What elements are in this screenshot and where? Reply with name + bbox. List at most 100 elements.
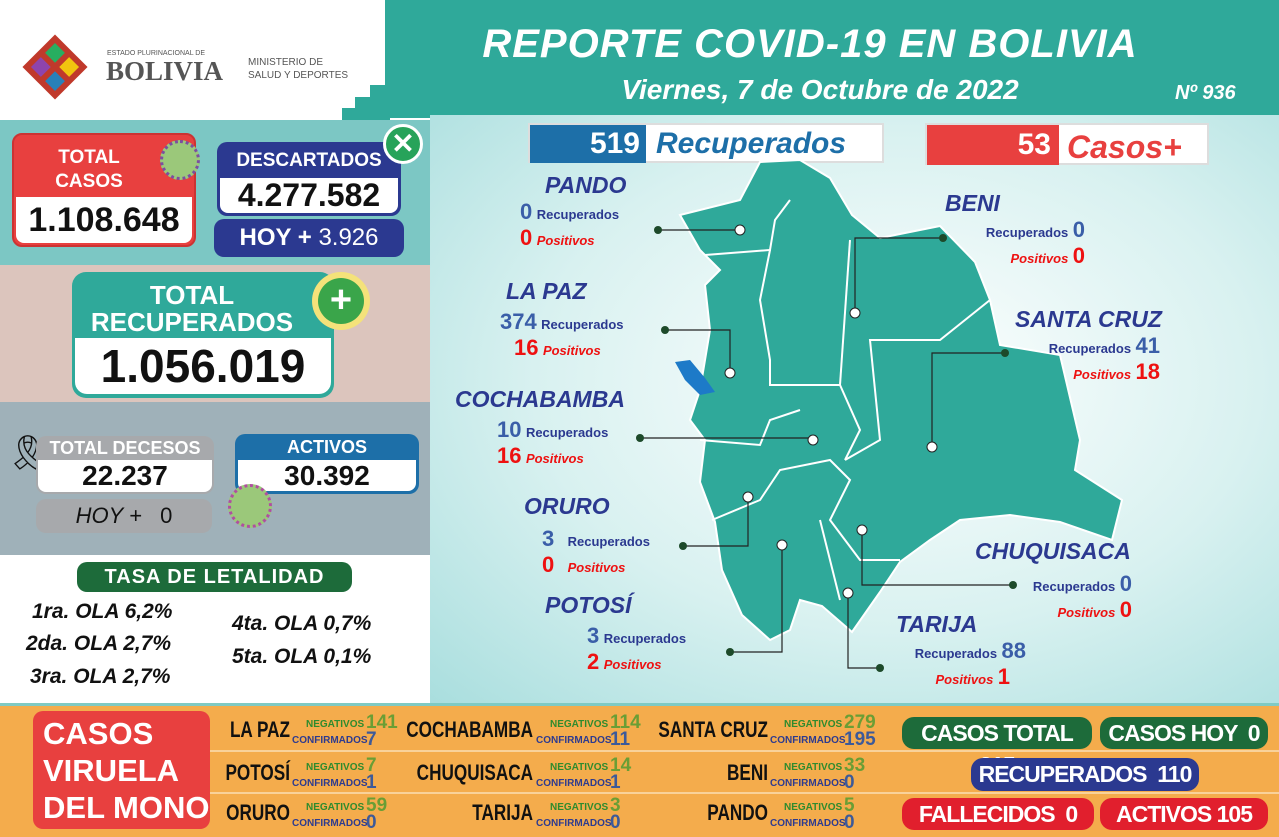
ola-1: 1ra. OLA 6,2% <box>32 600 173 623</box>
negativos-value: 33 <box>844 755 866 776</box>
region-potosi: POTOSÍ 3 Recuperados 2 Positivos <box>545 592 686 675</box>
confirmados-value: 1 <box>366 772 377 793</box>
viruela-title-1: CASOS <box>43 716 154 751</box>
viruela-region-name: PANDO <box>707 800 768 825</box>
confirmados-label: CONFIRMADOS <box>536 735 612 746</box>
positivos-label: Positivos <box>525 451 584 466</box>
activos-label: ACTIVOS <box>286 437 367 457</box>
ministry-line1: MINISTERIO DE <box>248 57 324 68</box>
confirmados-label: CONFIRMADOS <box>536 778 612 789</box>
region-la-paz: LA PAZ 374 Recuperados 16 Positivos <box>500 278 624 361</box>
viruela-region-name: TARIJA <box>472 800 533 825</box>
positivos-value: 16 <box>497 443 522 468</box>
region-name: LA PAZ <box>506 278 587 304</box>
decesos-card: TOTAL DECESOS 22.237 <box>36 436 214 494</box>
negativos-label: NEGATIVOS <box>550 762 609 773</box>
decesos-hoy: HOY + 0 <box>36 499 212 533</box>
total-recuperados-card: TOTAL RECUPERADOS 1.056.019 <box>72 272 334 398</box>
confirmados-value: 0 <box>844 772 855 793</box>
negativos-value: 7 <box>366 755 377 776</box>
negativos-label: NEGATIVOS <box>550 802 609 813</box>
divider <box>210 792 1279 794</box>
day-casos-value: 53 <box>927 125 1059 165</box>
negativos-value: 5 <box>844 795 855 816</box>
region-name: BENI <box>945 190 1000 216</box>
recuperados-label: Recuperados <box>541 317 624 332</box>
confirmados-label: CONFIRMADOS <box>292 818 368 829</box>
viruela-region-name: COCHABAMBA <box>406 717 533 742</box>
positivos-label: Positivos <box>1073 367 1132 382</box>
negativos-value: 141 <box>366 712 398 733</box>
total-casos-label: TOTAL <box>58 147 120 168</box>
region-name: CHUQUISACA <box>975 538 1131 564</box>
divider <box>210 750 1279 752</box>
descartados-hoy-label: HOY + <box>239 224 312 251</box>
decesos-hoy-label: HOY + <box>75 503 142 528</box>
positivos-value: 0 <box>520 225 533 250</box>
negativos-value: 279 <box>844 712 876 733</box>
casos-hoy-badge: CASOS HOY 0 <box>1100 717 1268 749</box>
recuperados-value: 41 <box>1135 333 1160 358</box>
activos-value: 30.392 <box>238 460 416 491</box>
recuperados-label: Recuperados <box>525 425 609 440</box>
lake-titicaca <box>675 360 715 395</box>
positivos-value: 2 <box>587 649 600 674</box>
region-tarija: TARIJA Recuperados 88 Positivos 1 <box>890 611 1040 690</box>
fallecidos-badge: FALLECIDOS 0 <box>902 798 1094 830</box>
header-band <box>385 0 1279 118</box>
viruela-region-name: POTOSÍ <box>225 760 290 785</box>
letalidad-title: TASA DE LETALIDAD <box>77 562 352 592</box>
confirmados-label: CONFIRMADOS <box>292 735 368 746</box>
recuperados-value: 1.056.019 <box>75 338 331 394</box>
ola-4: 4ta. OLA 0,7% <box>232 612 372 635</box>
viruela-title-3: DEL MONO <box>43 790 210 825</box>
descartados-card: DESCARTADOS 4.277.582 <box>217 142 401 216</box>
confirmados-label: CONFIRMADOS <box>770 778 846 789</box>
virus-icon <box>228 484 272 528</box>
confirmados-label: CONFIRMADOS <box>770 818 846 829</box>
region-name: POTOSÍ <box>545 592 632 618</box>
header-step <box>370 85 390 120</box>
day-recuperados: 519 Recuperados <box>528 123 884 163</box>
recuperados-label2: RECUPERADOS <box>90 307 294 337</box>
department-borders <box>699 199 991 601</box>
report-date: Viernes, 7 de Octubre de 2022 <box>621 74 1019 105</box>
recuperados-label: Recuperados <box>1032 579 1116 594</box>
logo-subtitle: ESTADO PLURINACIONAL DE <box>107 50 206 57</box>
recuperados-value: 0 <box>520 199 533 224</box>
positivos-value: 16 <box>514 335 539 360</box>
region-chuquisaca: CHUQUISACA Recuperados 0 Positivos 0 <box>975 538 1160 623</box>
ministry-line2: SALUD Y DEPORTES <box>248 70 349 81</box>
negativos-label: NEGATIVOS <box>306 762 365 773</box>
header-step <box>342 108 362 120</box>
day-recuperados-label: Recuperados <box>656 127 847 160</box>
leader-lines <box>640 229 1013 669</box>
logo <box>14 28 96 106</box>
positivos-value: 1 <box>997 664 1010 689</box>
positivos-value: 18 <box>1135 359 1160 384</box>
confirmados-label: CONFIRMADOS <box>292 778 368 789</box>
recuperados-value: 10 <box>497 417 522 442</box>
region-santa-cruz: SANTA CRUZ Recuperados 41 Positivos 18 <box>1015 306 1200 385</box>
confirmados-value: 7 <box>366 729 377 750</box>
viruela-region-name: CHUQUISACA <box>416 760 533 785</box>
positivos-value: 0 <box>542 552 555 577</box>
negativos-label: NEGATIVOS <box>550 719 609 730</box>
negativos-label: NEGATIVOS <box>784 719 843 730</box>
decesos-hoy-value: 0 <box>160 503 173 528</box>
region-name: SANTA CRUZ <box>1015 306 1162 332</box>
confirmados-value: 0 <box>844 812 855 833</box>
region-name: PANDO <box>545 172 627 198</box>
negativos-value: 3 <box>610 795 621 816</box>
ola-5: 5ta. OLA 0,1% <box>232 645 372 668</box>
viruela-region-name: BENI <box>727 760 768 785</box>
day-casos-label: Casos+ <box>1067 129 1182 165</box>
descartados-hoy-value: 3.926 <box>318 224 379 251</box>
region-pando: PANDO 0 Recuperados 0 Positivos <box>520 172 626 251</box>
positivos-label: Positivos <box>935 672 994 687</box>
recuperados-badge: RECUPERADOS 110 <box>971 758 1199 791</box>
recuperados-value: 374 <box>500 309 537 334</box>
viruela-title-2: VIRUELA <box>43 753 180 788</box>
coat-of-arms-icon <box>22 34 88 100</box>
recuperados-label: Recuperados <box>567 534 650 549</box>
